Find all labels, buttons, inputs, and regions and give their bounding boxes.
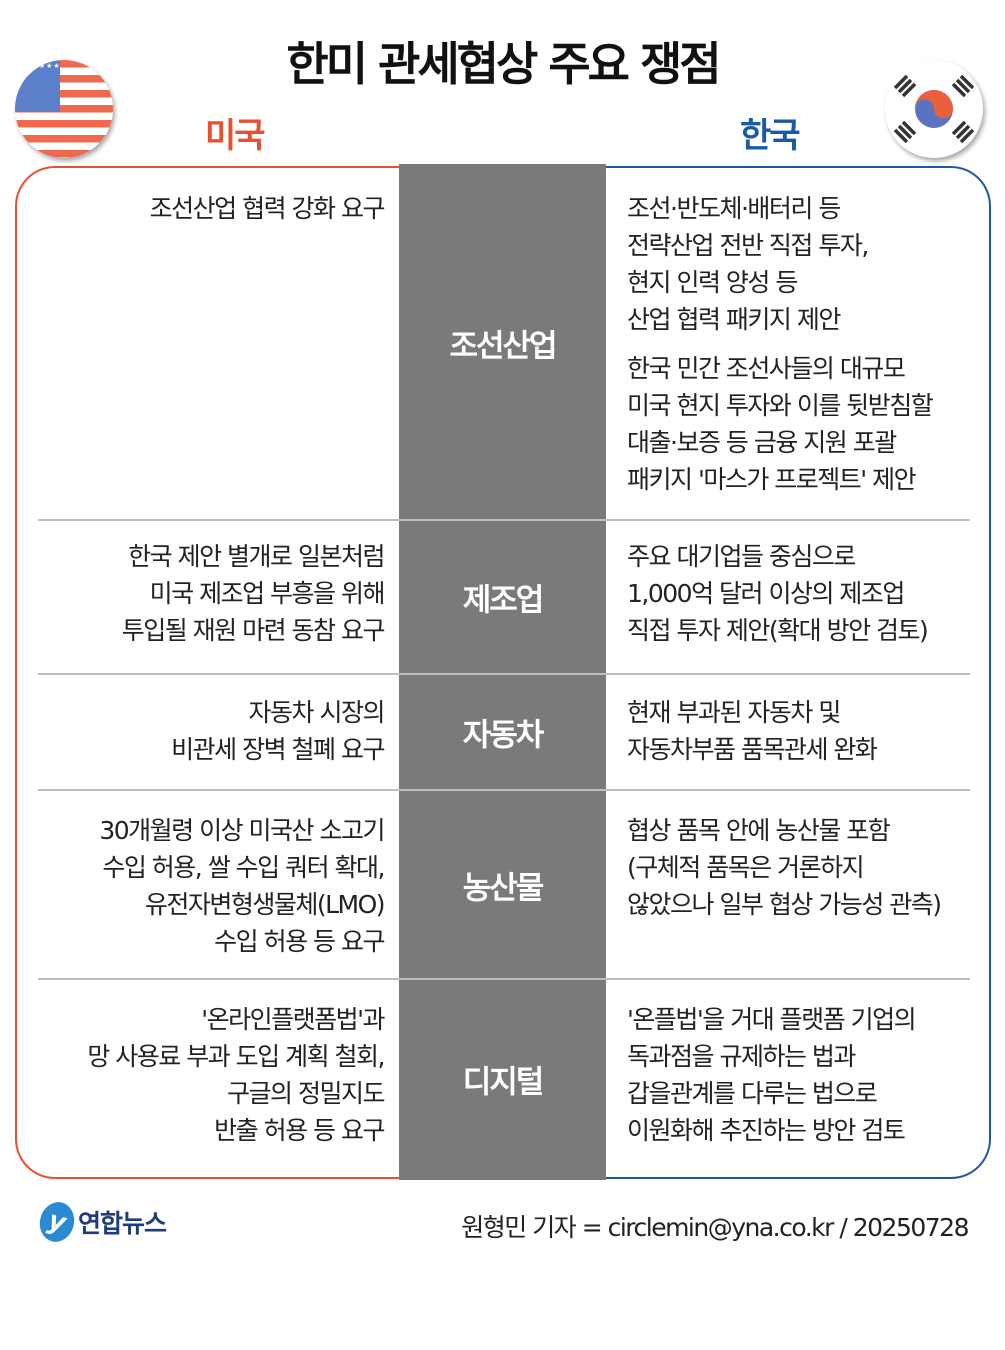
credit: 원형민 기자 = circlemin@yna.co.kr / 20250728 [461, 1213, 969, 1242]
row-shipbuilding: 조선산업 조선산업 협력 강화 요구 조선·반도체·배터리 등 전략산업 전반 … [38, 166, 970, 520]
korea-label: 한국 [740, 116, 801, 156]
divider [38, 673, 970, 675]
us-flag-icon: ★★★★★★★★★★★★★★★★★★★★★★★★★★★★★★ [15, 60, 113, 158]
logo-text: 연합뉴스 [78, 1209, 167, 1238]
korea-frame [596, 166, 991, 1179]
us-position: 자동차 시장의 비관세 장벽 철폐 요구 [171, 698, 385, 764]
divider [38, 519, 970, 521]
korea-position-2: 한국 민간 조선사들의 대규모 미국 현지 투자와 이를 뒷받침할 대출·보증 … [627, 354, 934, 494]
us-label: 미국 [205, 116, 266, 156]
yonhap-logo-icon: y [35, 1198, 79, 1246]
divider [38, 978, 970, 980]
page-title: 한미 관세협상 주요 쟁점 [286, 37, 721, 91]
row-digital: 디지털 '온라인플랫폼법'과 망 사용료 부과 도입 계획 철회, 구글의 정밀… [38, 979, 970, 1178]
divider [38, 789, 970, 791]
category-label: 자동차 [462, 717, 545, 754]
yonhap-logo: y 연합뉴스 [35, 1198, 167, 1246]
us-position: '온라인플랫폼법'과 망 사용료 부과 도입 계획 철회, 구글의 정밀지도 반… [87, 1005, 385, 1145]
korea-position: 현재 부과된 자동차 및 자동차부품 품목관세 완화 [627, 698, 878, 764]
row-manufacturing: 제조업 한국 제안 별개로 일본처럼 미국 제조업 부흥을 위해 투입될 재원 … [38, 520, 970, 674]
category-label: 디지털 [462, 1064, 545, 1100]
us-frame [15, 166, 410, 1179]
korea-flag-icon [885, 60, 983, 158]
us-position: 30개월령 이상 미국산 소고기 수입 허용, 쌀 수입 쿼터 확대, 유전자변… [99, 816, 385, 956]
category-label: 농산물 [462, 870, 545, 906]
us-position: 한국 제안 별개로 일본처럼 미국 제조업 부흥을 위해 투입될 재원 마련 동… [121, 542, 386, 645]
category-label: 조선산업 [449, 328, 557, 365]
row-automobile: 자동차 자동차 시장의 비관세 장벽 철폐 요구 현재 부과된 자동차 및 자동… [38, 674, 970, 790]
korea-position: 주요 대기업들 중심으로 1,000억 달러 이상의 제조업 직접 투자 제안(… [627, 542, 929, 645]
category-label: 제조업 [462, 582, 545, 619]
korea-position: 협상 품목 안에 농산물 포함 (구체적 품목은 거론하지 않았으나 일부 협상… [627, 816, 942, 919]
korea-position: '온플법'을 거대 플랫폼 기업의 독과점을 규제하는 법과 갑을관계를 다루는… [627, 1005, 917, 1145]
korea-position: 조선·반도체·배터리 등 전략산업 전반 직접 투자, 현지 인력 양성 등 산… [627, 194, 869, 334]
us-position: 조선산업 협력 강화 요구 [149, 194, 386, 223]
row-agriculture: 농산물 30개월령 이상 미국산 소고기 수입 허용, 쌀 수입 쿼터 확대, … [38, 790, 970, 979]
category-column [399, 164, 606, 1180]
